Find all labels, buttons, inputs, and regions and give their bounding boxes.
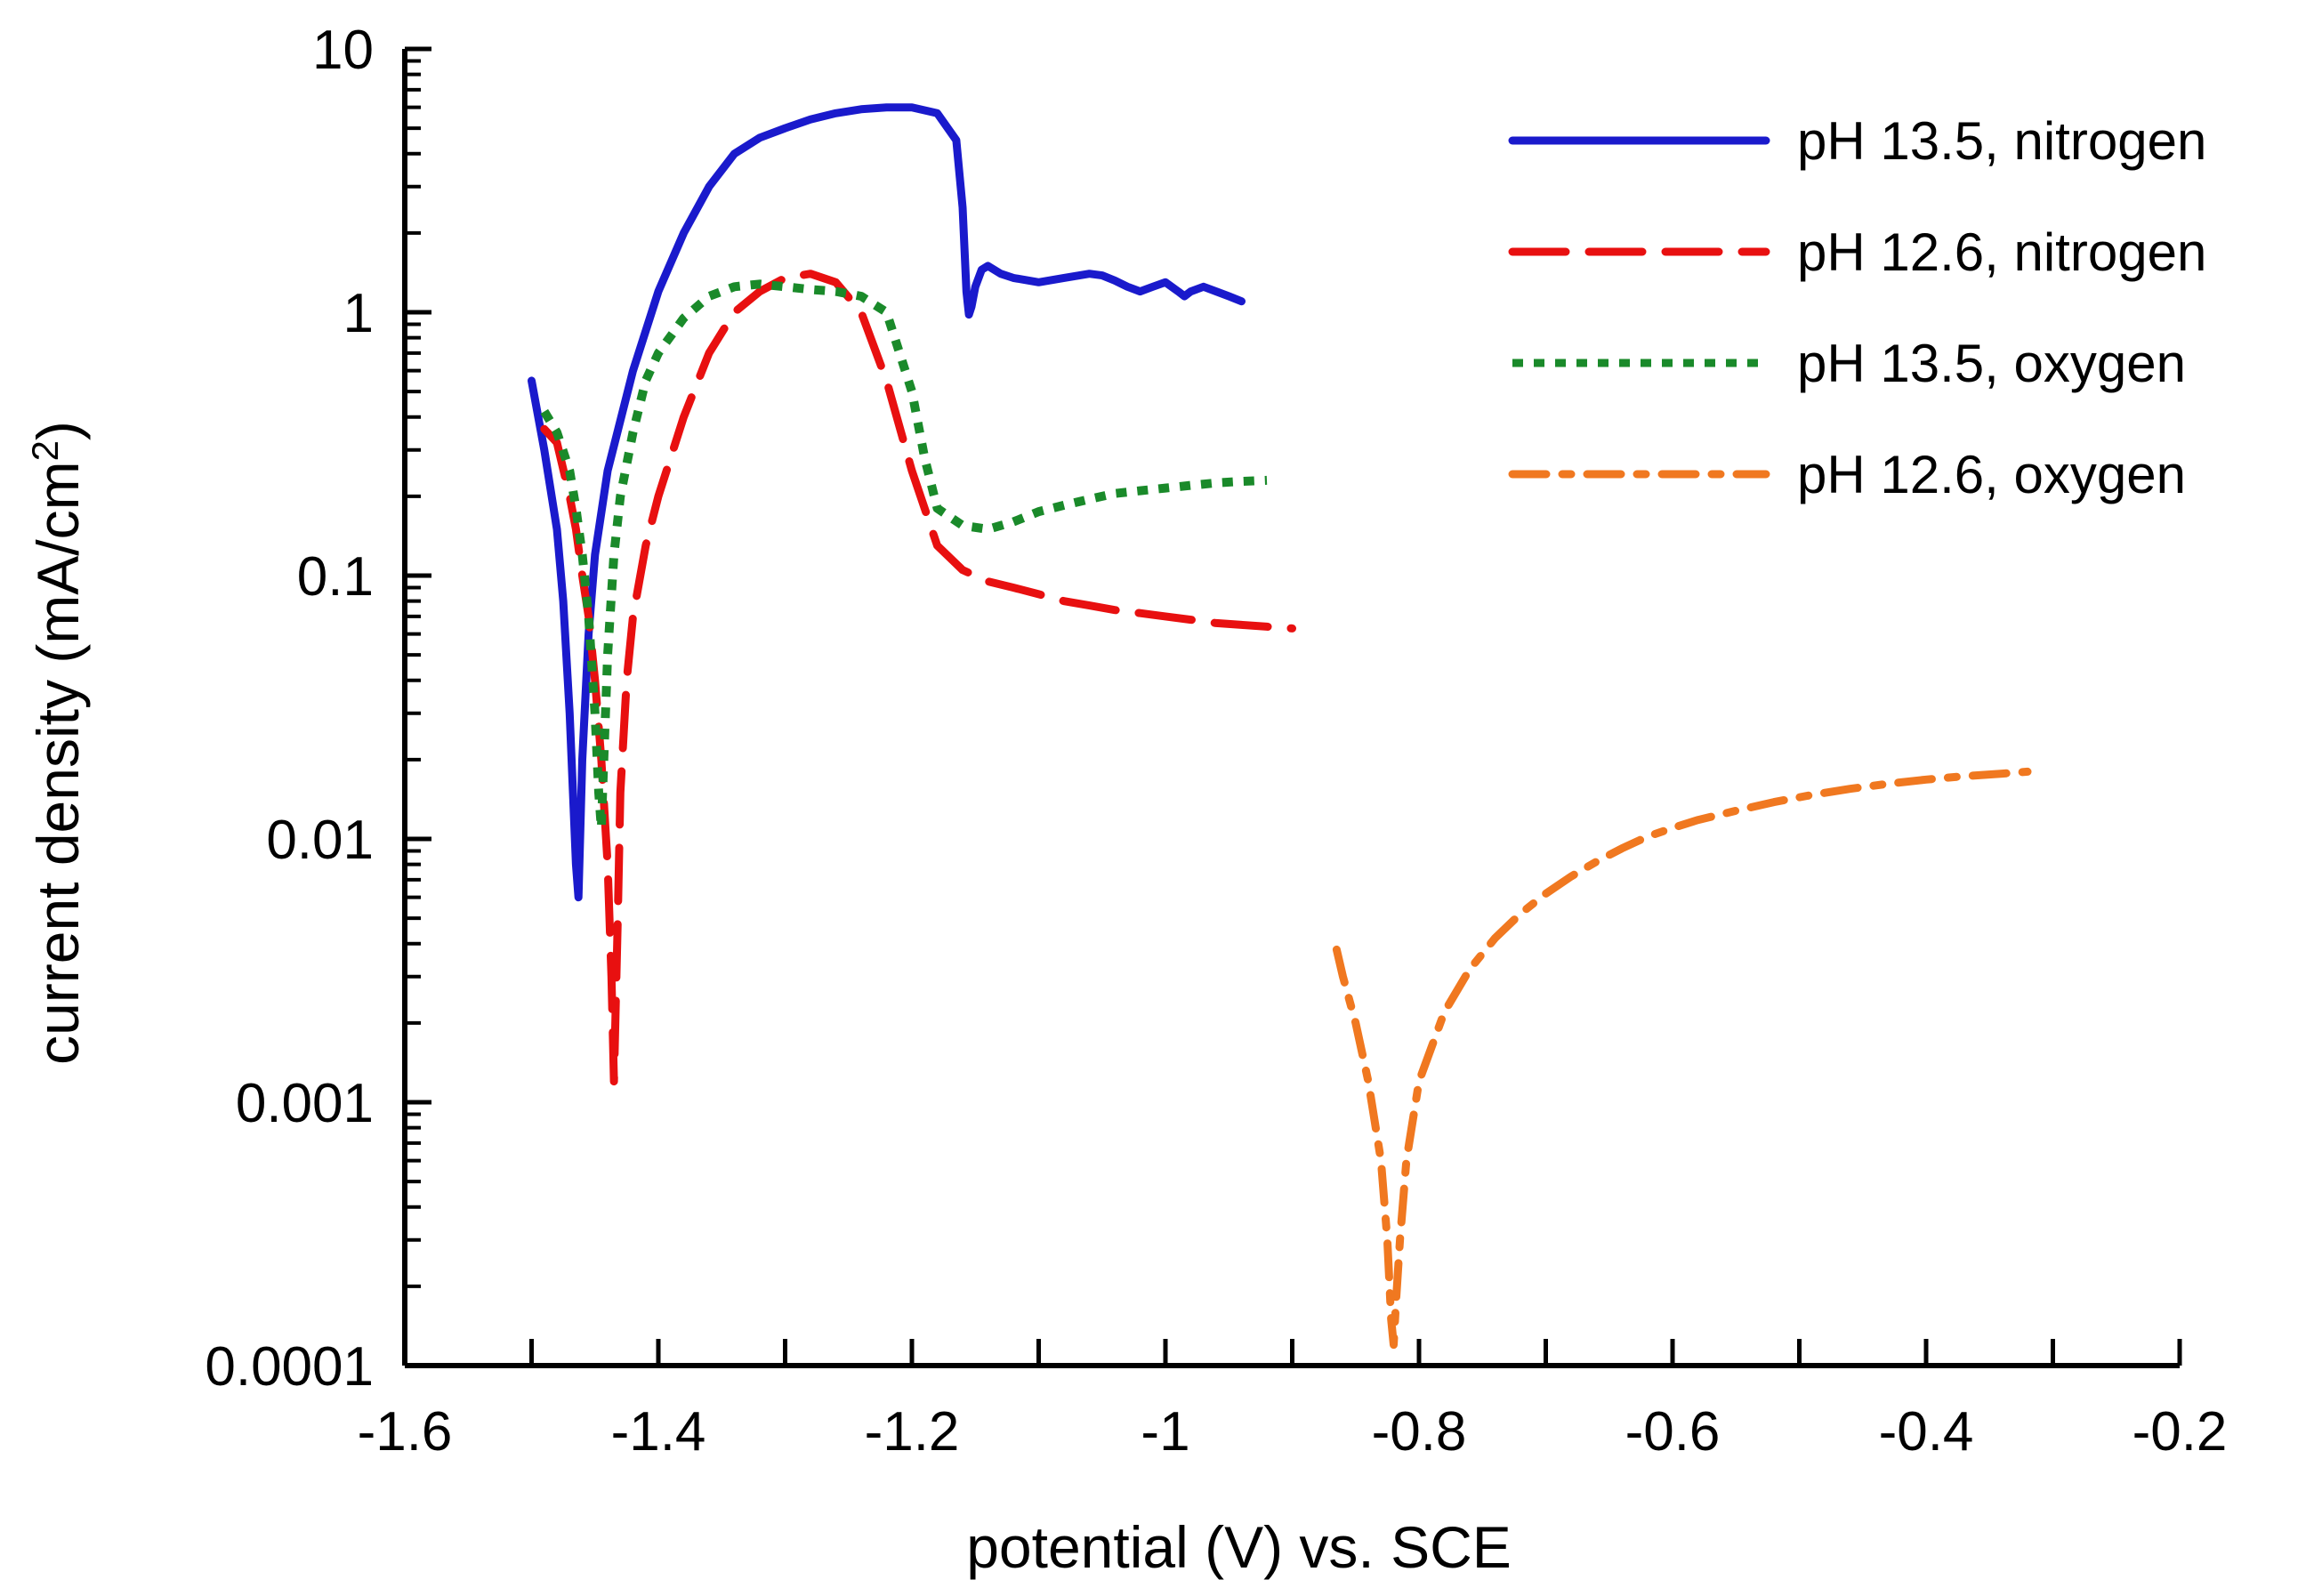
x-tick-labels: -1.6 -1.4 -1.2 -1 -0.8 -0.6 -0.4 -0.2	[358, 1401, 2228, 1463]
series-line-4	[1332, 767, 2032, 1350]
series-line-3	[540, 279, 1268, 833]
x-tick-label: -1.4	[611, 1401, 706, 1463]
y-tick-label: 0.001	[236, 1073, 374, 1134]
y-tick-label: 0.0001	[205, 1336, 374, 1398]
legend-label-3: pH 13.5, oxygen	[1797, 334, 2186, 393]
y-tick-labels: 0.0001 0.001 0.01 0.1 1 10	[205, 20, 374, 1398]
x-tick-label: -1	[1141, 1401, 1189, 1463]
axes	[402, 49, 2180, 1368]
x-tick-label: -1.6	[358, 1401, 453, 1463]
x-tick-label: -0.2	[2133, 1401, 2228, 1463]
x-tick-label: -0.6	[1625, 1401, 1721, 1463]
legend: pH 13.5, nitrogen pH 12.6, nitrogen pH 13.…	[1508, 111, 2206, 504]
x-axis-title: potential (V) vs. SCE	[966, 1514, 1512, 1580]
y-tick-label: 0.1	[297, 546, 374, 608]
y-tick-label: 0.01	[266, 810, 374, 871]
legend-label-4: pH 12.6, oxygen	[1797, 445, 2186, 504]
y-tick-label: 10	[312, 20, 374, 81]
x-tick-label: -0.4	[1879, 1401, 1974, 1463]
x-tick-label: -0.8	[1372, 1401, 1467, 1463]
y-axis-title-close: )	[25, 421, 91, 440]
series	[528, 103, 2032, 1350]
legend-label-2: pH 12.6, nitrogen	[1797, 222, 2206, 282]
y-tick-label: 1	[343, 283, 374, 344]
y-axis-title-main: current density (mA/cm	[25, 461, 91, 1065]
legend-label-1: pH 13.5, nitrogen	[1797, 111, 2206, 171]
series-line-2	[540, 270, 1296, 1086]
y-axis-title-superscript: 2	[24, 440, 66, 461]
tick-marks	[402, 46, 2182, 1368]
y-axis-title: current density (mA/cm2)	[24, 421, 92, 1065]
series-line-1	[528, 103, 1246, 902]
x-tick-label: -1.2	[865, 1401, 960, 1463]
